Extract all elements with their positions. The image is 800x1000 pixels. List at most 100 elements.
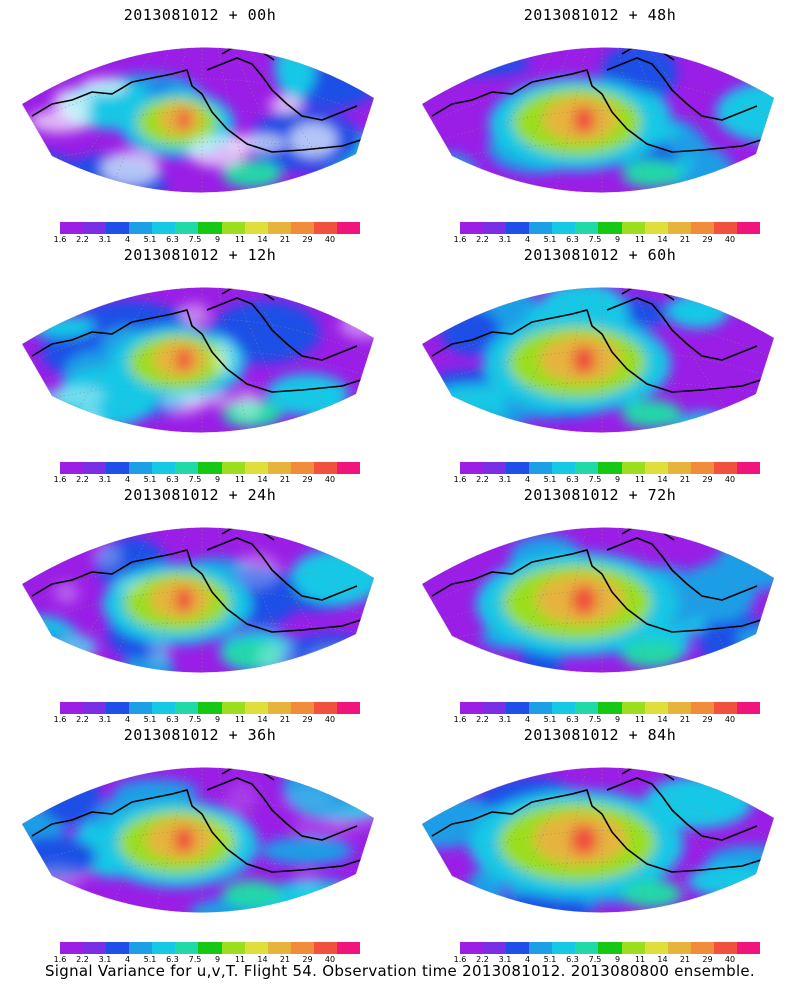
variance-patch xyxy=(265,373,350,416)
graticule-line xyxy=(601,287,703,433)
colorbar-label: 5.1 xyxy=(543,475,557,484)
graticule-line xyxy=(441,590,763,621)
colorbar-label: 7.5 xyxy=(188,955,202,964)
colorbar-label: 14 xyxy=(257,715,268,724)
panel-title: 2013081012 + 72h xyxy=(523,486,677,504)
colorbar-label: 21 xyxy=(679,235,691,244)
colorbar-label: 4 xyxy=(124,955,131,964)
colorbar-swatch xyxy=(598,702,622,714)
colorbar-swatch xyxy=(267,702,291,714)
colorbar-label: 7.5 xyxy=(588,715,602,724)
graticule-line xyxy=(51,861,357,879)
colorbar-label: 1.6 xyxy=(53,475,67,484)
colorbar-swatch xyxy=(313,702,337,714)
colorbar-label: 14 xyxy=(257,955,268,964)
colorbar-label: 3.1 xyxy=(98,235,112,244)
colorbar-label: 29 xyxy=(302,715,313,724)
map-panel: 2013081012 + 12h 1.6 2.2 3.1 4 5.1 6.3 7.5 9 11 14… xyxy=(0,240,400,485)
low-variance-gap xyxy=(289,122,338,158)
graticule-line xyxy=(601,767,653,913)
graticule-line xyxy=(451,381,757,399)
variance-patch xyxy=(680,561,757,623)
colorbar-label: 9 xyxy=(214,955,221,964)
colorbar-label: 29 xyxy=(302,235,313,244)
colorbar-label: 40 xyxy=(724,955,736,964)
colorbar-swatch xyxy=(483,222,507,234)
colorbar-swatch xyxy=(598,462,622,474)
low-variance-gap xyxy=(79,404,101,433)
low-variance-gap xyxy=(212,339,235,375)
low-variance-gap xyxy=(215,812,244,845)
colorbar-label: 3.1 xyxy=(98,955,112,964)
colorbar-swatch xyxy=(290,942,314,954)
colorbar xyxy=(460,702,761,714)
colorbar-label: 14 xyxy=(657,235,668,244)
colorbar-swatch xyxy=(175,702,199,714)
colorbar-label: 4 xyxy=(524,715,531,724)
colorbar-swatch xyxy=(83,702,107,714)
variance-peak xyxy=(175,348,193,372)
colorbar-label: 11 xyxy=(234,715,246,724)
low-variance-gap xyxy=(268,95,303,113)
colorbar-swatch xyxy=(460,942,484,954)
colorbar-label: 6.3 xyxy=(566,475,579,484)
colorbar-swatch xyxy=(690,462,714,474)
colorbar-label: 5.1 xyxy=(143,235,157,244)
low-variance-gap xyxy=(281,785,334,814)
colorbar-swatch xyxy=(529,222,553,234)
colorbar-label: 2.2 xyxy=(76,235,89,244)
colorbar-swatch xyxy=(129,702,153,714)
colorbar-label: 29 xyxy=(302,475,313,484)
colorbar-label: 29 xyxy=(702,715,713,724)
colorbar-label: 7.5 xyxy=(588,235,602,244)
graticule-line xyxy=(201,527,303,673)
colorbar-swatch xyxy=(667,462,691,474)
colorbar-swatch xyxy=(336,462,361,474)
colorbar-label: 3.1 xyxy=(498,475,512,484)
colorbar-label: 21 xyxy=(279,715,291,724)
colorbar-swatch xyxy=(175,462,199,474)
variance-peak xyxy=(571,585,597,615)
colorbar-label: 11 xyxy=(634,955,646,964)
map-panel: 2013081012 + 36h 1.6 2.2 3.1 4 5.1 6.3 7.5 9 11 14… xyxy=(0,720,400,965)
graticule-line xyxy=(601,767,703,913)
colorbar-swatch xyxy=(83,942,107,954)
colorbar-swatch xyxy=(621,462,645,474)
colorbar-label: 7.5 xyxy=(188,715,202,724)
colorbar-label: 1.6 xyxy=(53,715,67,724)
colorbar-swatch xyxy=(690,222,714,234)
colorbar-label: 5.1 xyxy=(143,715,157,724)
variance-patch xyxy=(622,400,682,428)
colorbar-swatch xyxy=(60,462,84,474)
variance-patch xyxy=(222,160,282,188)
colorbar-label: 11 xyxy=(234,235,246,244)
graticule-line xyxy=(451,621,757,639)
low-variance-gap xyxy=(80,77,128,95)
colorbar-swatch xyxy=(336,942,361,954)
colorbar-label: 29 xyxy=(702,475,713,484)
colorbar xyxy=(460,222,761,234)
colorbar-swatch xyxy=(313,462,337,474)
colorbar-swatch xyxy=(290,462,314,474)
low-variance-gap xyxy=(233,388,262,420)
colorbar-swatch xyxy=(667,942,691,954)
map-outline xyxy=(21,767,375,913)
colorbar-swatch xyxy=(552,462,576,474)
graticule-line xyxy=(601,47,703,193)
colorbar-swatch xyxy=(690,942,714,954)
panel-title: 2013081012 + 12h xyxy=(123,246,277,264)
coastline xyxy=(31,47,368,153)
colorbar-label: 11 xyxy=(234,955,246,964)
colorbar-labels: 1.6 2.2 3.1 4 5.1 6.3 7.5 9 11 14 21 29 40 xyxy=(53,475,366,485)
panel-title: 2013081012 + 48h xyxy=(523,6,677,24)
low-variance-gap xyxy=(294,868,319,895)
graticule-line xyxy=(41,590,363,621)
colorbar-swatch xyxy=(106,462,130,474)
map-panel: 2013081012 + 24h 1.6 2.2 3.1 4 5.1 6.3 7.5 9 11 14… xyxy=(0,480,400,725)
graticule-line xyxy=(201,287,253,433)
colorbar-swatch xyxy=(83,222,107,234)
colorbar-swatch xyxy=(552,222,576,234)
colorbar-swatch xyxy=(529,942,553,954)
colorbar-swatch xyxy=(736,462,761,474)
colorbar-label: 1.6 xyxy=(453,715,467,724)
